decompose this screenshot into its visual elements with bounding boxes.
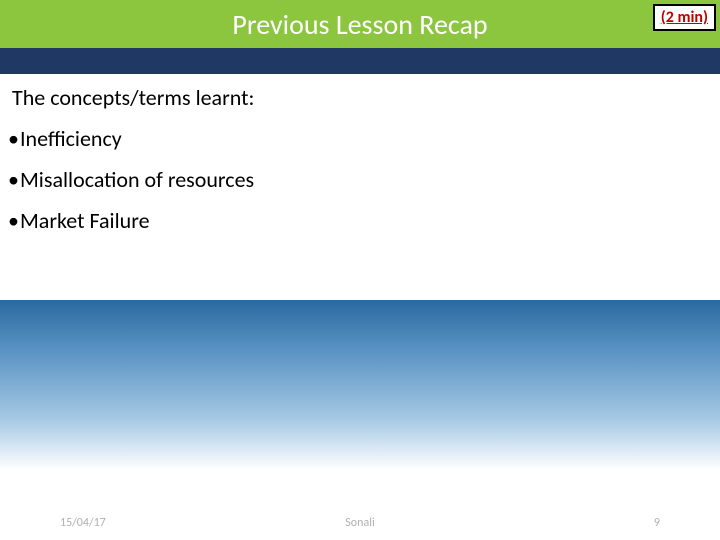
footer-date: 15/04/17 <box>40 516 260 530</box>
list-item: Misallocation of resources <box>8 166 712 193</box>
accent-band <box>0 48 720 74</box>
intro-text: The concepts/terms learnt: <box>8 84 712 111</box>
time-badge: (2 min) <box>653 4 716 31</box>
title-band: Previous Lesson Recap (2 min) <box>0 0 720 48</box>
content-region: The concepts/terms learnt: Inefficiency … <box>0 74 720 234</box>
footer-page: 9 <box>460 516 680 530</box>
list-item: Inefficiency <box>8 125 712 152</box>
footer: 15/04/17 Sonali 9 <box>0 516 720 530</box>
slide-title: Previous Lesson Recap <box>232 7 487 42</box>
bullet-list: Inefficiency Misallocation of resources … <box>8 125 712 234</box>
gradient-background <box>0 300 720 470</box>
list-item: Market Failure <box>8 207 712 234</box>
footer-author: Sonali <box>260 516 460 530</box>
